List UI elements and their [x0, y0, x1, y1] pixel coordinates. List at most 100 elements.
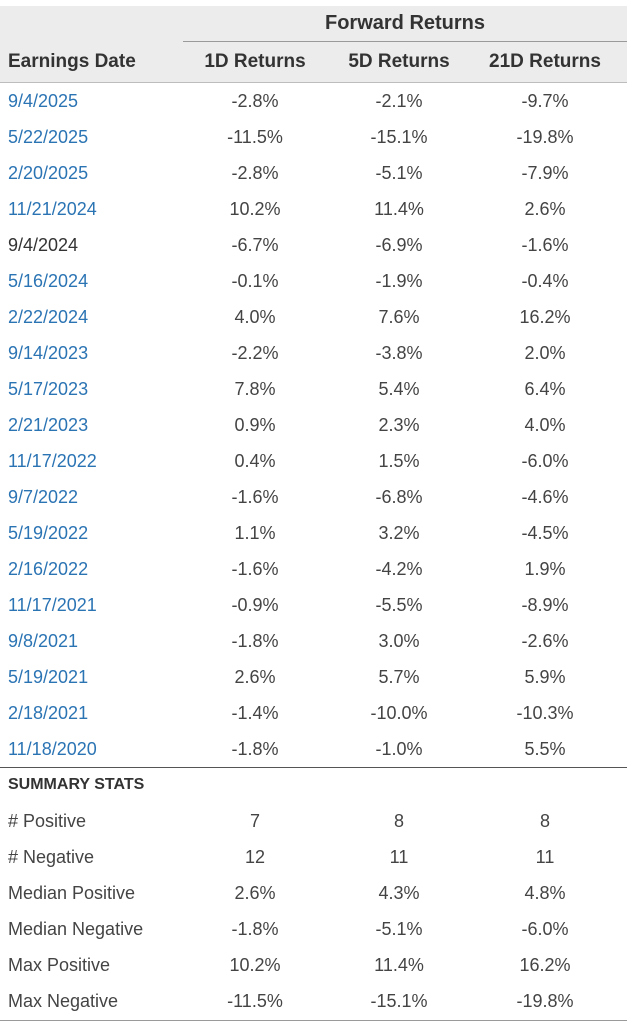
5d-return-cell: 1.5% — [378, 451, 420, 471]
group-header-row: Forward Returns — [0, 0, 627, 42]
5d-return-cell: -6.8% — [375, 487, 423, 507]
1d-return-cell: -1.8% — [231, 631, 279, 651]
5d-return-cell: 5.7% — [378, 667, 420, 687]
5d-return-cell: 11.4% — [374, 199, 424, 219]
summary-label: Max Negative — [8, 991, 119, 1011]
21d-return-cell: -10.3% — [516, 703, 574, 723]
table-body: 9/4/2025 -2.8% -2.1% -9.7% 5/22/2025 -11.5% -1… — [0, 83, 627, 767]
21d-return-cell: -9.7% — [521, 91, 569, 111]
21d-return-cell: 16.2% — [519, 307, 571, 327]
table-row: 9/4/2025 -2.8% -2.1% -9.7% — [0, 83, 627, 119]
earnings-date-link[interactable]: 9/4/2025 — [8, 91, 79, 111]
table-row: 11/17/2021 -0.9% -5.5% -8.9% — [0, 587, 627, 623]
5d-return-cell: 7.6% — [378, 307, 420, 327]
earnings-date-link[interactable]: 2/22/2024 — [8, 307, 89, 327]
earnings-date-link[interactable]: 11/18/2020 — [8, 739, 97, 759]
summary-row: Max Negative -11.5% -15.1% -19.8% — [0, 983, 627, 1019]
summary-row: Max Positive 10.2% 11.4% 16.2% — [0, 947, 627, 983]
summary-divider — [0, 767, 627, 768]
21d-return-cell: -7.9% — [521, 163, 569, 183]
1d-return-cell: -1.8% — [231, 739, 279, 759]
21d-return-cell: -4.6% — [521, 487, 569, 507]
21d-return-cell: 6.4% — [524, 379, 566, 399]
summary-5d-cell: 11 — [389, 847, 409, 867]
1d-return-cell: 7.8% — [234, 379, 276, 399]
summary-1d-cell: 10.2% — [229, 955, 281, 975]
1d-returns-header: 1D Returns — [204, 51, 306, 72]
5d-return-cell: -1.0% — [375, 739, 423, 759]
21d-return-cell: -4.5% — [521, 523, 569, 543]
earnings-date-link[interactable]: 9/8/2021 — [8, 631, 79, 651]
table-row: 2/20/2025 -2.8% -5.1% -7.9% — [0, 155, 627, 191]
summary-1d-cell: 2.6% — [234, 883, 276, 903]
earnings-date-link[interactable]: 2/16/2022 — [8, 559, 89, 579]
5d-return-cell: -6.9% — [375, 235, 423, 255]
5d-return-cell: -4.2% — [375, 559, 423, 579]
table-row: 5/22/2025 -11.5% -15.1% -19.8% — [0, 119, 627, 155]
21d-return-cell: 2.6% — [524, 199, 566, 219]
5d-return-cell: 5.4% — [378, 379, 420, 399]
table-row: 2/21/2023 0.9% 2.3% 4.0% — [0, 407, 627, 443]
earnings-date: 9/4/2024 — [8, 235, 79, 255]
earnings-date-link[interactable]: 11/17/2021 — [8, 595, 97, 615]
table-row: 9/4/2024 -6.7% -6.9% -1.6% — [0, 227, 627, 263]
group-header-spacer — [0, 6, 183, 42]
earnings-date-link[interactable]: 9/7/2022 — [8, 487, 79, 507]
summary-1d-cell: 7 — [249, 811, 260, 831]
earnings-date-link[interactable]: 5/16/2024 — [8, 271, 89, 291]
earnings-date-link[interactable]: 2/18/2021 — [8, 703, 89, 723]
summary-label: Median Negative — [8, 919, 144, 939]
21d-returns-header: 21D Returns — [489, 51, 601, 72]
5d-return-cell: -3.8% — [375, 343, 423, 363]
table-row: 2/18/2021 -1.4% -10.0% -10.3% — [0, 695, 627, 731]
earnings-date-link[interactable]: 5/19/2022 — [8, 523, 89, 543]
1d-return-cell: -2.2% — [231, 343, 279, 363]
earnings-date-link[interactable]: 2/21/2023 — [8, 415, 89, 435]
table-row: 5/17/2023 7.8% 5.4% 6.4% — [0, 371, 627, 407]
summary-label: Median Positive — [8, 883, 136, 903]
21d-return-cell: -19.8% — [516, 127, 574, 147]
earnings-date-link[interactable]: 5/17/2023 — [8, 379, 89, 399]
21d-return-cell: 5.5% — [524, 739, 566, 759]
summary-1d-cell: -1.8% — [231, 919, 279, 939]
summary-21d-cell: 8 — [539, 811, 550, 831]
summary-label: # Negative — [8, 847, 95, 867]
1d-return-cell: -1.6% — [231, 559, 279, 579]
1d-return-cell: -1.6% — [231, 487, 279, 507]
summary-21d-cell: -19.8% — [516, 991, 574, 1011]
summary-5d-cell: 4.3% — [378, 883, 420, 903]
5d-return-cell: -15.1% — [370, 127, 428, 147]
table-row: 2/22/2024 4.0% 7.6% 16.2% — [0, 299, 627, 335]
summary-row: Median Positive 2.6% 4.3% 4.8% — [0, 875, 627, 911]
summary-5d-cell: 11.4% — [374, 955, 424, 975]
earnings-date-link[interactable]: 2/20/2025 — [8, 163, 89, 183]
earnings-date-link[interactable]: 11/17/2022 — [8, 451, 97, 471]
1d-return-cell: -2.8% — [231, 163, 279, 183]
earnings-date-link[interactable]: 5/19/2021 — [8, 667, 89, 687]
1d-return-cell: -1.4% — [231, 703, 279, 723]
1d-return-cell: -6.7% — [231, 235, 279, 255]
summary-row: # Positive 7 8 8 — [0, 803, 627, 839]
1d-return-cell: 2.6% — [234, 667, 276, 687]
table-row: 11/18/2020 -1.8% -1.0% 5.5% — [0, 731, 627, 767]
21d-return-cell: -2.6% — [521, 631, 569, 651]
summary-5d-cell: -15.1% — [370, 991, 428, 1011]
table-row: 5/19/2021 2.6% 5.7% 5.9% — [0, 659, 627, 695]
summary-5d-cell: 8 — [393, 811, 404, 831]
summary-21d-cell: 4.8% — [524, 883, 566, 903]
1d-return-cell: -0.9% — [231, 595, 279, 615]
table-row: 9/7/2022 -1.6% -6.8% -4.6% — [0, 479, 627, 515]
forward-returns-header: Forward Returns — [183, 6, 627, 42]
summary-stats-title: SUMMARY STATS — [8, 776, 145, 793]
table-row: 2/16/2022 -1.6% -4.2% 1.9% — [0, 551, 627, 587]
table-row: 9/14/2023 -2.2% -3.8% 2.0% — [0, 335, 627, 371]
earnings-date-link[interactable]: 5/22/2025 — [8, 127, 89, 147]
21d-return-cell: 4.0% — [524, 415, 566, 435]
21d-return-cell: -8.9% — [521, 595, 569, 615]
earnings-date-link[interactable]: 9/14/2023 — [8, 343, 89, 363]
summary-5d-cell: -5.1% — [375, 919, 423, 939]
summary-21d-cell: -6.0% — [521, 919, 569, 939]
earnings-date-link[interactable]: 11/21/2024 — [8, 199, 97, 219]
1d-return-cell: 10.2% — [229, 199, 281, 219]
